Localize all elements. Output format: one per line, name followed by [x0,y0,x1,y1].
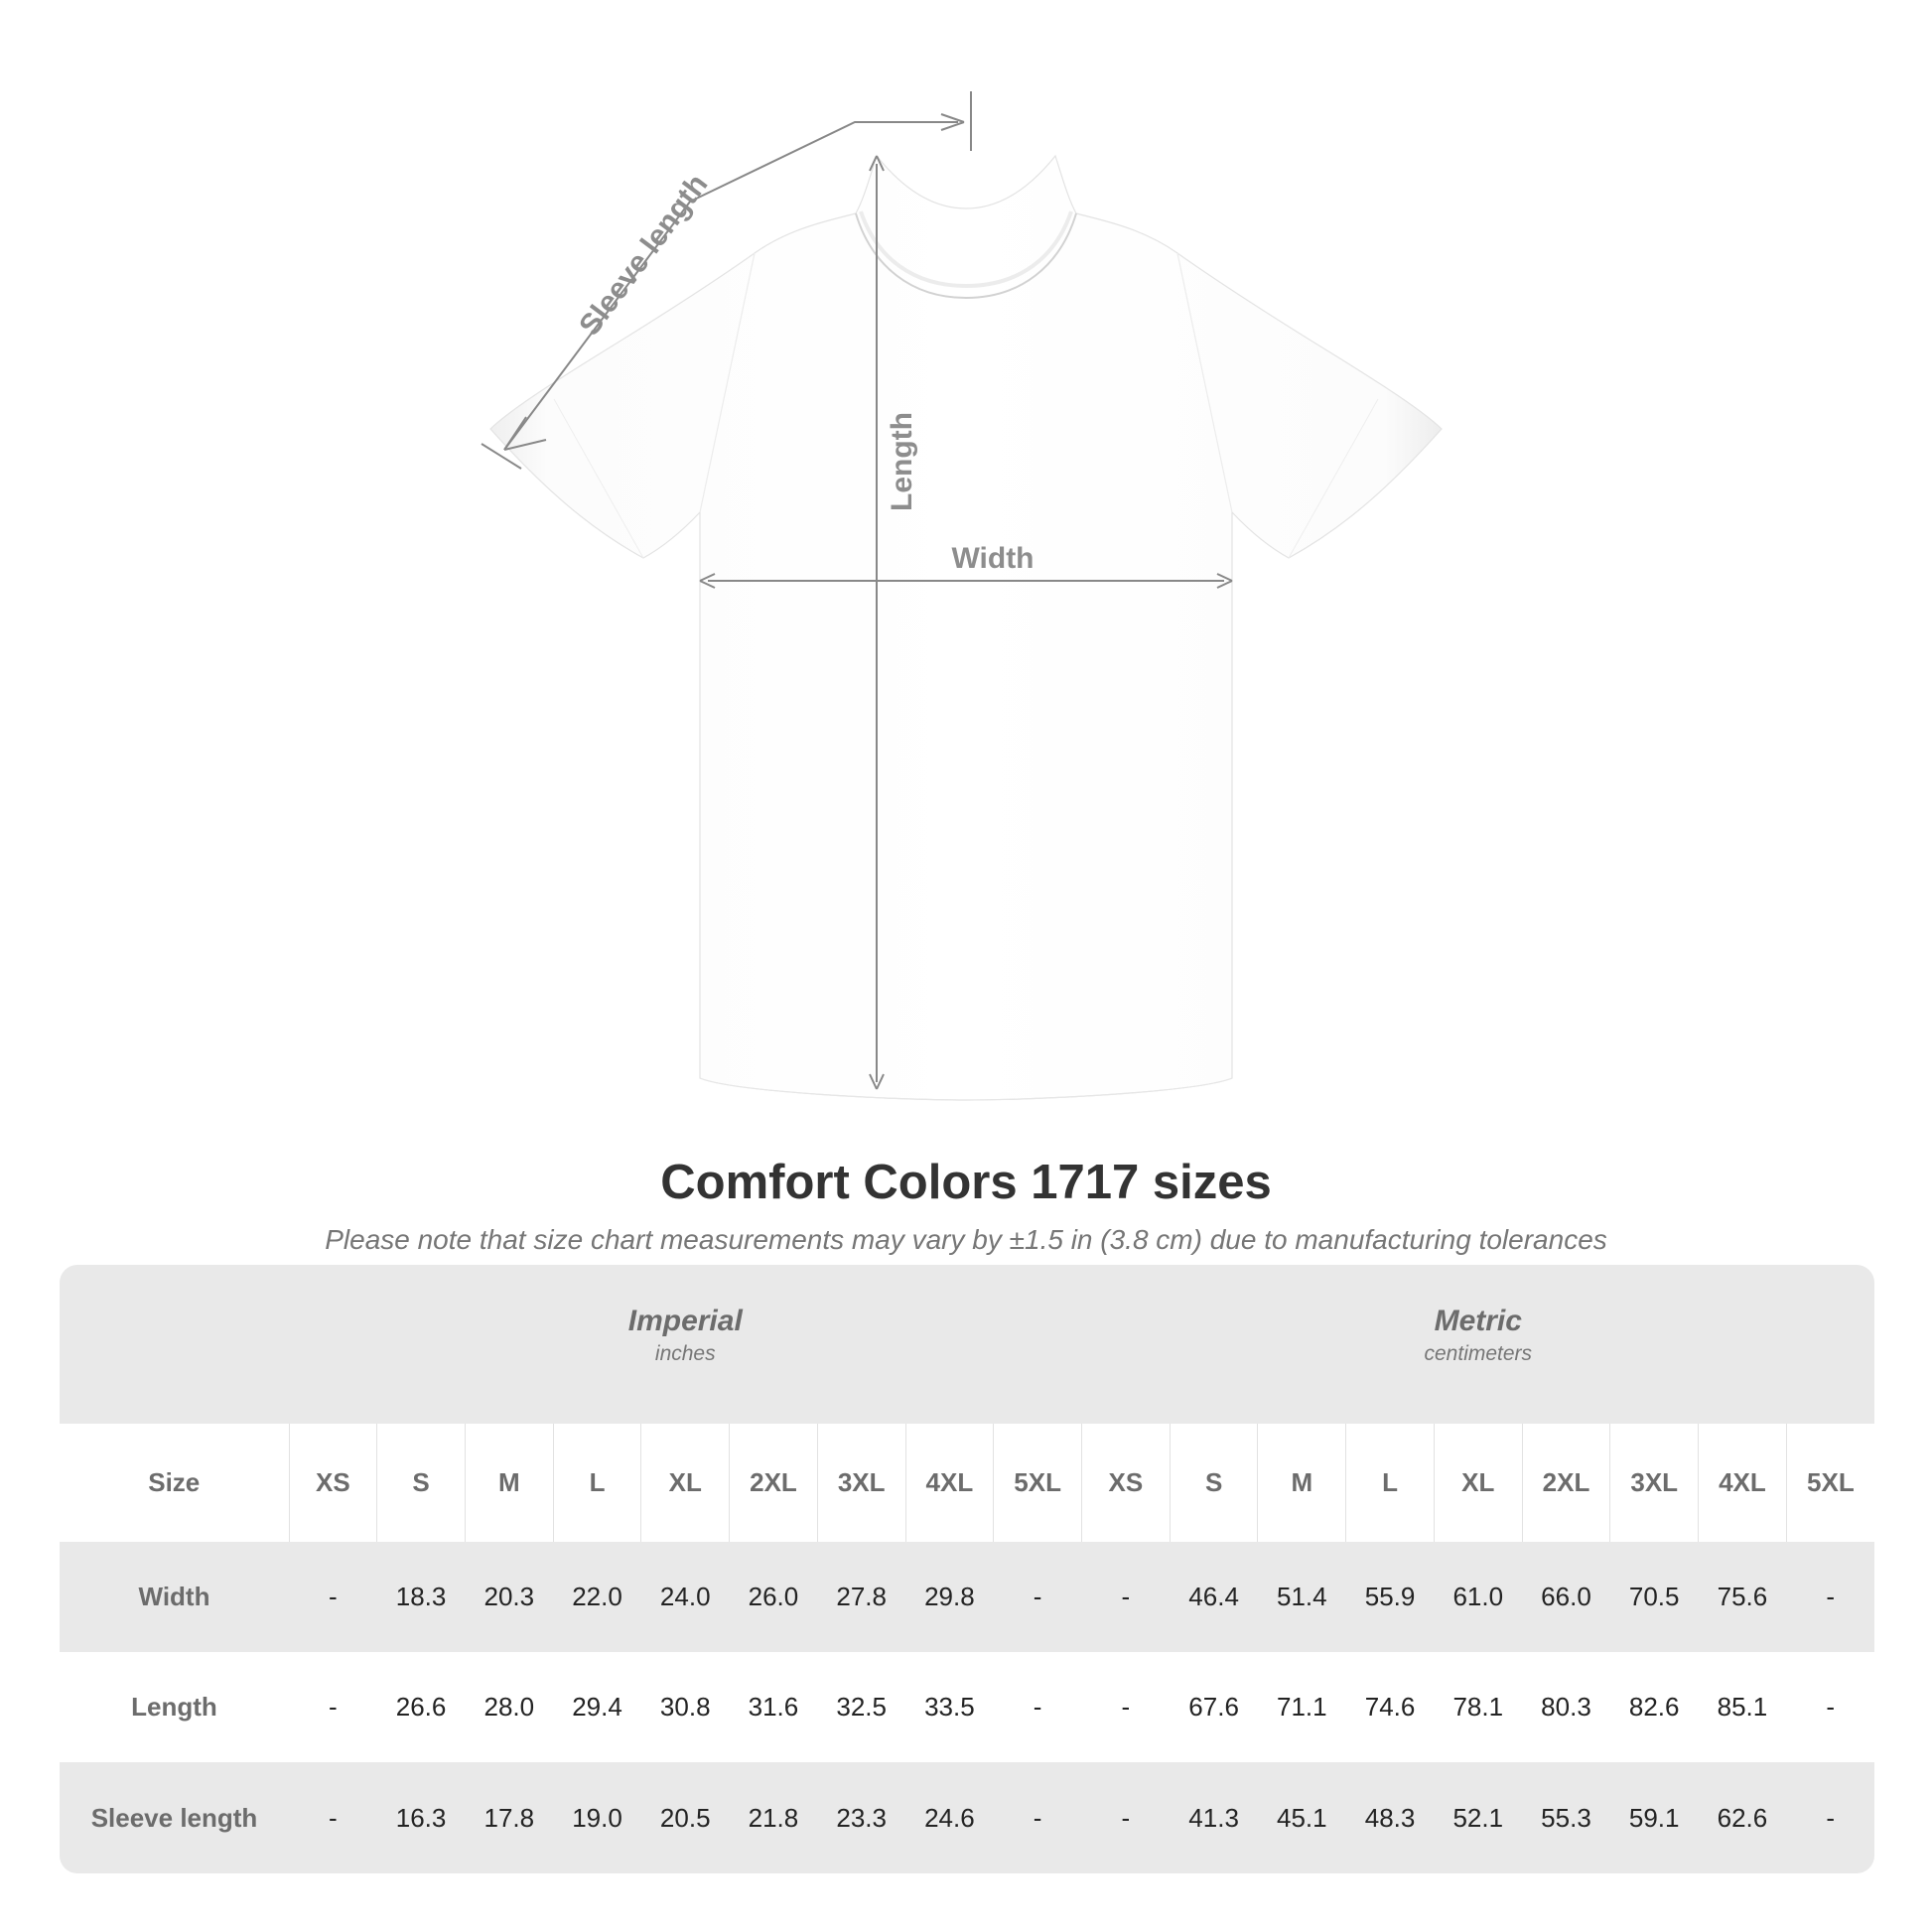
svg-text:Width: Width [951,542,1034,575]
svg-text:Length: Length [886,412,918,511]
